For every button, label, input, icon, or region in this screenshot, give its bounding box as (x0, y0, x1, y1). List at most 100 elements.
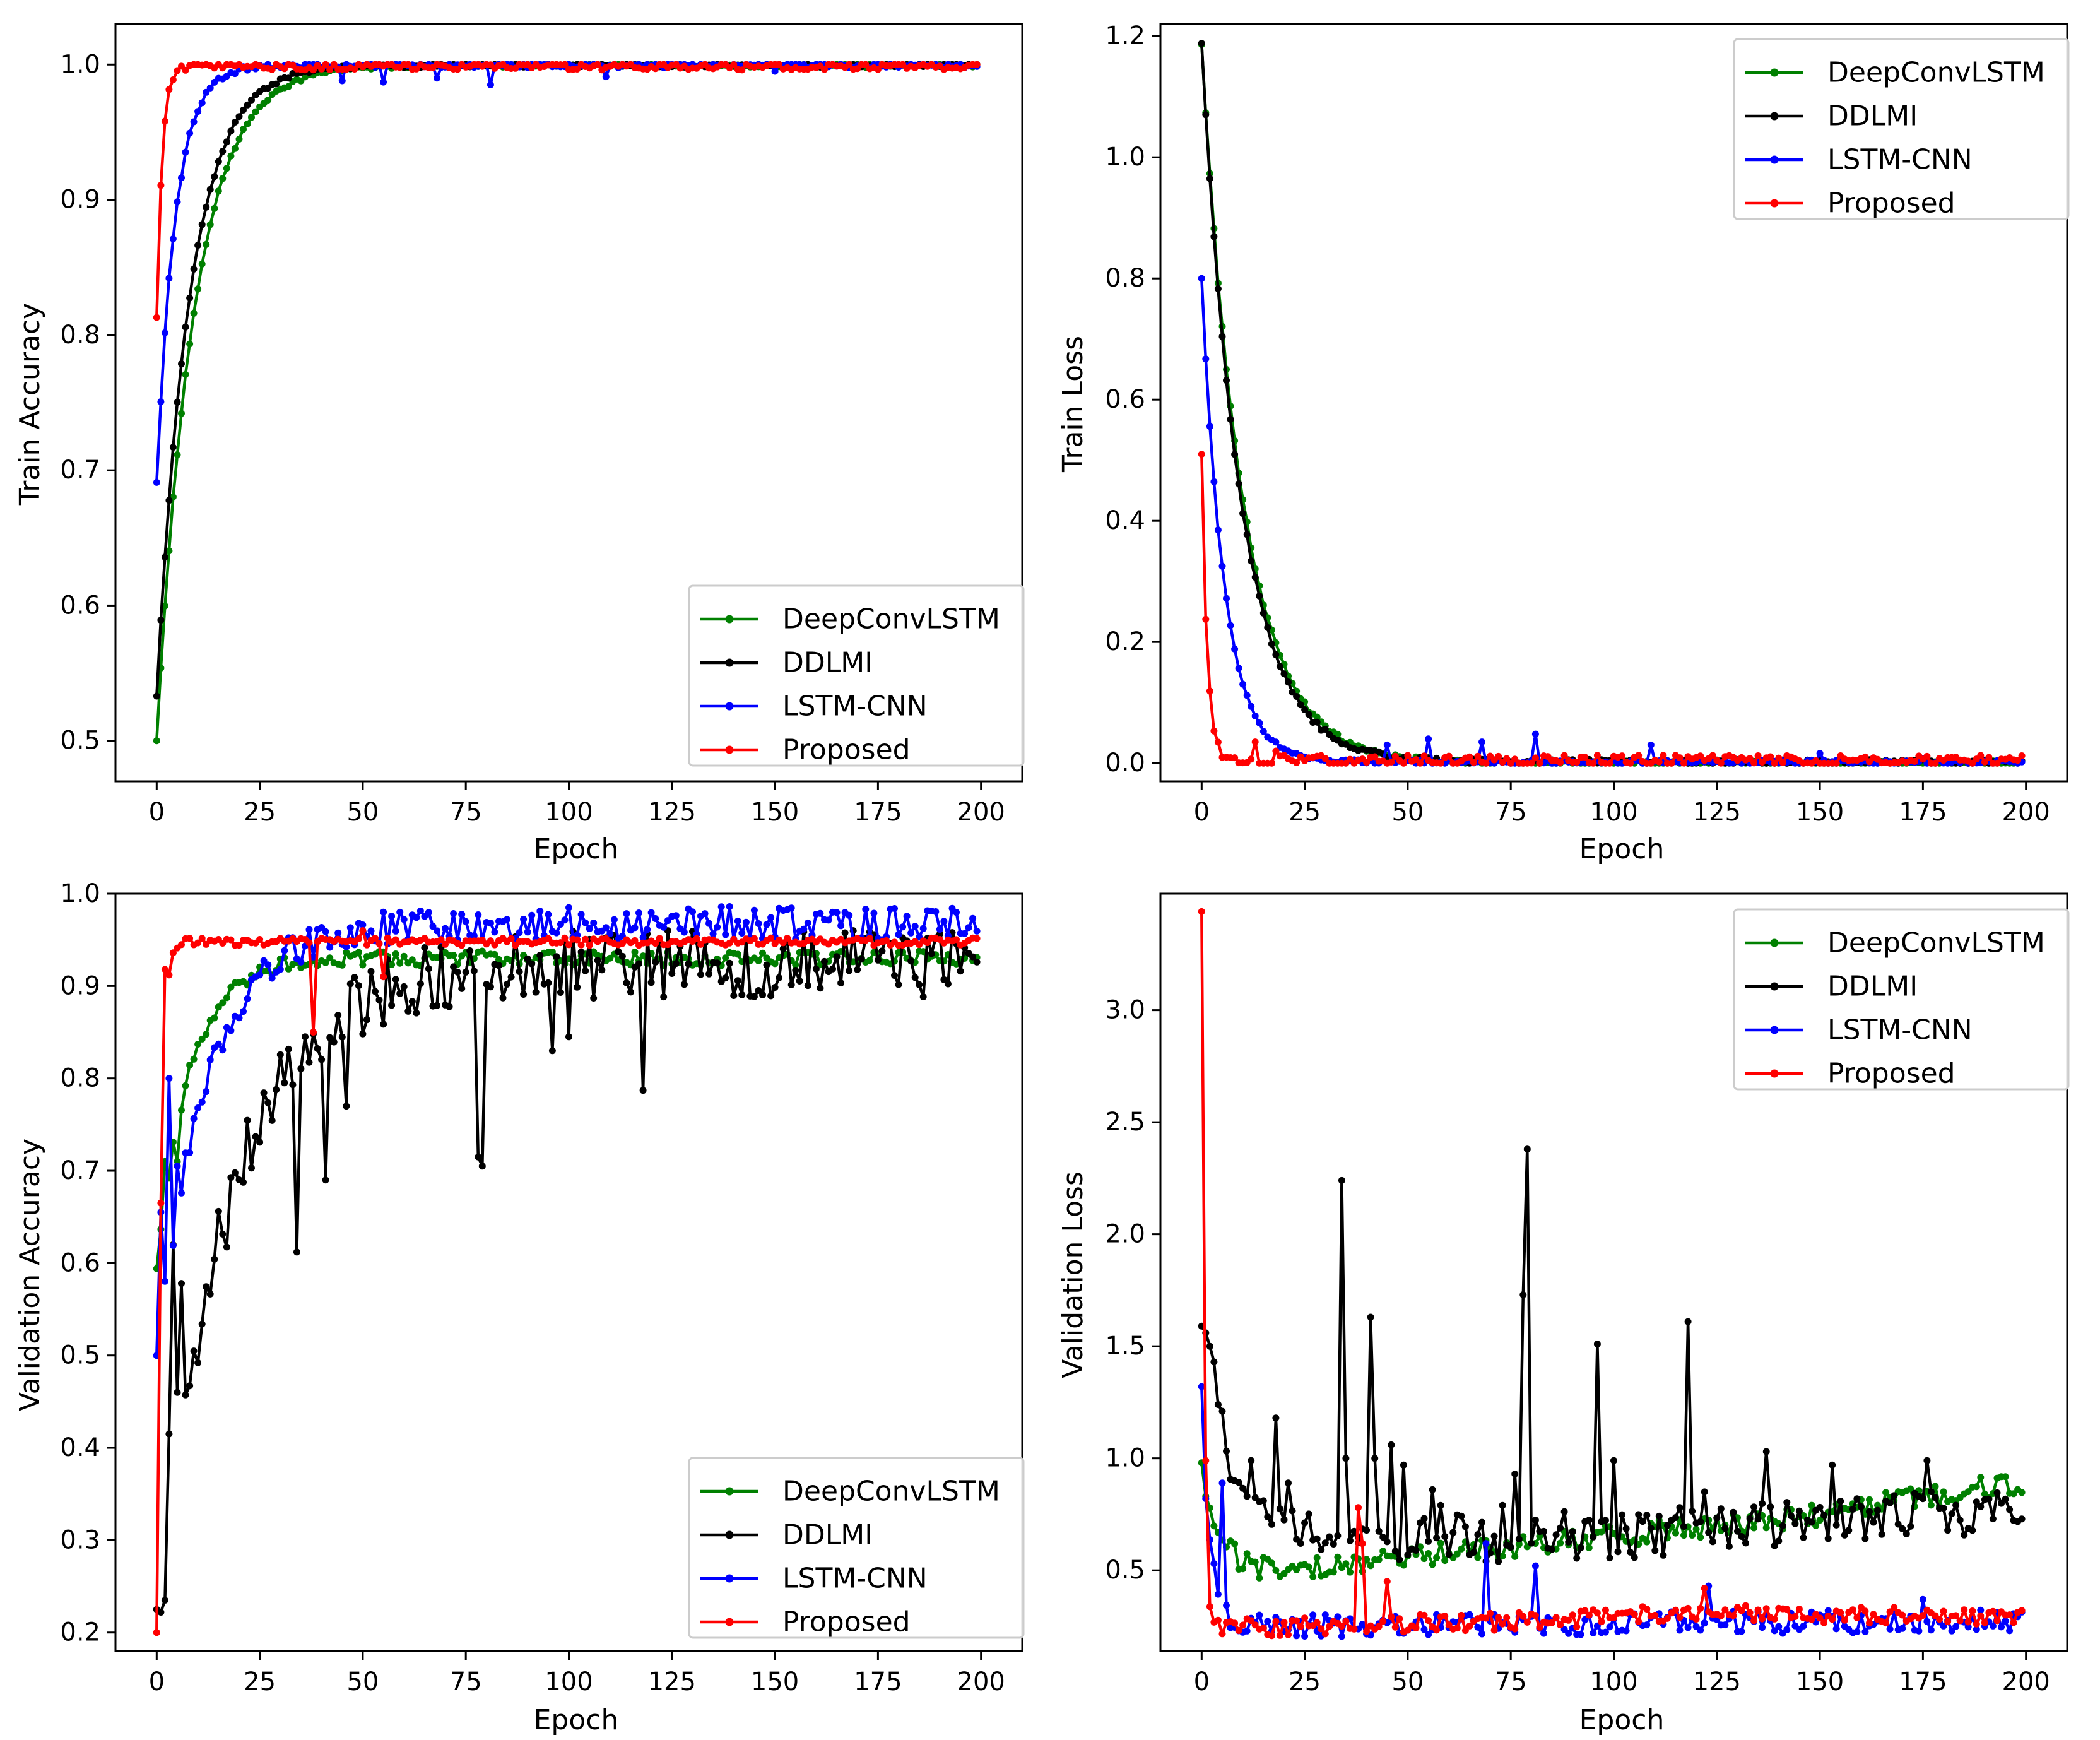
data-point (1391, 1548, 1399, 1555)
data-point (545, 935, 552, 942)
x-tick-label: 100 (1590, 1667, 1637, 1696)
data-point (874, 956, 882, 964)
data-point (190, 1055, 198, 1063)
y-tick-label: 3.0 (1105, 996, 1145, 1025)
data-point (157, 182, 165, 189)
data-point (1495, 1558, 1502, 1565)
data-point (227, 1174, 235, 1181)
data-point (846, 911, 853, 919)
data-point (178, 410, 185, 417)
data-point (1321, 1539, 1329, 1547)
data-point (1280, 1516, 1288, 1524)
data-point (1511, 1471, 1519, 1477)
data-point (203, 1283, 210, 1291)
panel-xlabel: Epoch (1579, 1704, 1665, 1736)
data-point (1956, 1617, 1964, 1625)
data-point (392, 936, 399, 944)
data-point (413, 914, 420, 921)
data-point (1721, 1606, 1729, 1614)
data-point (1606, 1554, 1613, 1562)
data-point (750, 993, 758, 1000)
data-point (434, 74, 440, 82)
data-point (2006, 1627, 2014, 1635)
data-point (726, 903, 733, 910)
data-point (1206, 1342, 1213, 1350)
data-point (582, 919, 589, 926)
data-point (771, 68, 779, 75)
data-point (1429, 1486, 1436, 1493)
data-point (227, 152, 235, 160)
data-point (1750, 1503, 1758, 1511)
data-point (1998, 1500, 2005, 1507)
data-point (1425, 1631, 1432, 1638)
data-point (219, 999, 227, 1007)
data-point (478, 1163, 486, 1170)
data-point (240, 106, 247, 114)
data-point (1676, 1504, 1684, 1512)
data-point (1531, 754, 1539, 762)
data-point (1684, 1624, 1692, 1631)
data-point (1272, 1618, 1280, 1625)
data-point (219, 1230, 227, 1238)
data-point (1977, 752, 1985, 759)
data-point (1338, 1633, 1345, 1640)
data-point (1235, 1627, 1242, 1634)
data-point (874, 66, 882, 73)
legend-label-ddlmi: DDLMI (782, 647, 873, 679)
data-point (1466, 1611, 1473, 1618)
x-tick-label: 25 (1289, 798, 1321, 827)
data-point (338, 961, 346, 969)
y-tick-label: 0.9 (60, 186, 100, 215)
data-point (1478, 1630, 1485, 1638)
x-tick-label: 150 (1796, 798, 1844, 827)
data-point (1309, 1573, 1317, 1580)
x-tick-label: 175 (1899, 798, 1947, 827)
data-point (174, 398, 181, 406)
data-point (157, 1609, 165, 1616)
data-point (1663, 1522, 1671, 1529)
data-point (1235, 1479, 1242, 1486)
data-point (734, 950, 741, 958)
data-point (1321, 1630, 1329, 1638)
data-point (1214, 1616, 1222, 1624)
data-point (1297, 701, 1304, 709)
data-point (165, 547, 173, 555)
data-point (475, 911, 482, 918)
data-point (1944, 1618, 1952, 1626)
data-point (1919, 1495, 1926, 1503)
data-point (907, 929, 915, 937)
data-point (586, 925, 593, 932)
data-point (1313, 1535, 1321, 1542)
data-point (1276, 1505, 1283, 1513)
data-point (1293, 1617, 1301, 1625)
data-point (1944, 1527, 1952, 1534)
data-point (1445, 1551, 1453, 1558)
data-point (256, 971, 264, 979)
data-point (940, 918, 948, 925)
data-point (779, 939, 787, 947)
data-point (1775, 1623, 1783, 1630)
data-point (1301, 706, 1309, 713)
data-point (1256, 592, 1263, 600)
data-point (1453, 1625, 1461, 1632)
data-point (1680, 1532, 1687, 1539)
data-point (1660, 752, 1667, 759)
data-point (1560, 752, 1568, 759)
data-point (804, 982, 811, 990)
data-point (693, 935, 700, 942)
data-point (1420, 1611, 1428, 1619)
data-point (598, 966, 606, 974)
data-point (788, 904, 795, 912)
data-point (1655, 758, 1663, 766)
data-point (487, 81, 494, 88)
data-point (161, 1597, 168, 1604)
data-point (1210, 1358, 1218, 1366)
data-point (557, 939, 564, 947)
data-point (1861, 1628, 1869, 1635)
data-point (157, 398, 165, 405)
data-point (211, 173, 218, 181)
data-point (1218, 1407, 1226, 1415)
data-point (536, 908, 544, 915)
data-point (1540, 1527, 1547, 1535)
data-point (738, 66, 746, 74)
